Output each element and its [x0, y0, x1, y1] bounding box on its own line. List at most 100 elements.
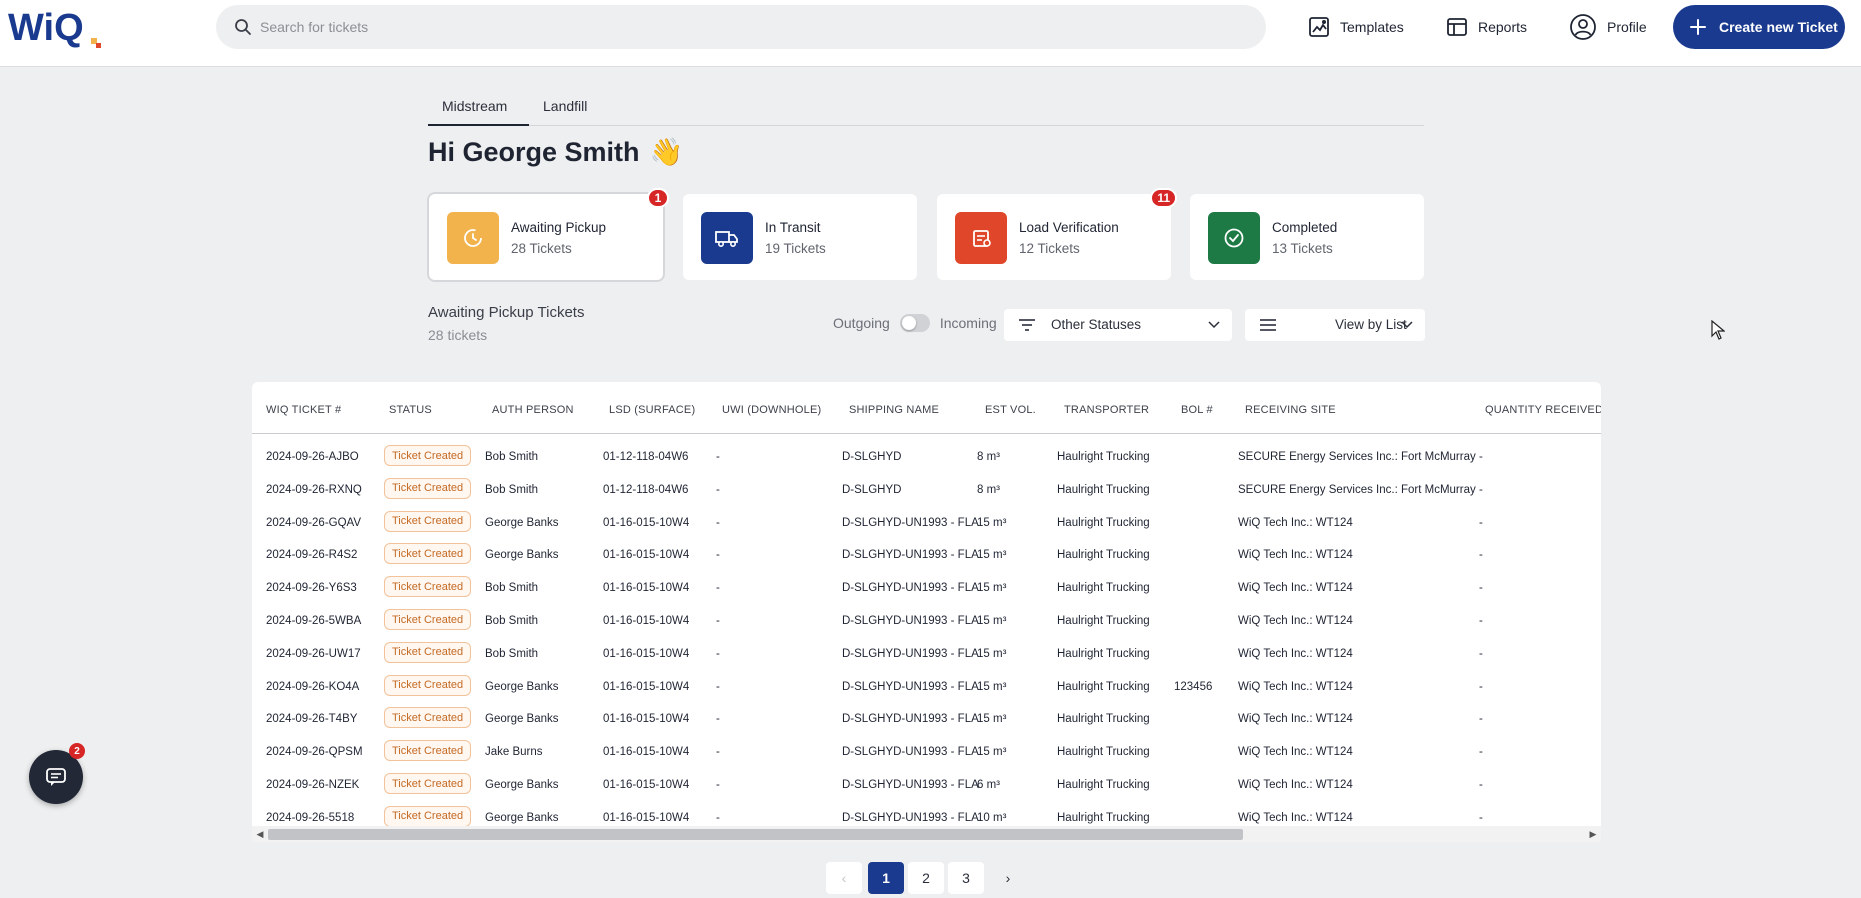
- templates-icon: [1309, 17, 1329, 37]
- col-ticket[interactable]: WIQ TICKET #: [266, 404, 342, 416]
- list-title: Awaiting Pickup Tickets: [428, 304, 585, 321]
- cell-lsd: 01-16-015-10W4: [603, 713, 690, 726]
- status-filter-value: Other Statuses: [1051, 317, 1142, 332]
- profile-link[interactable]: Profile: [1569, 12, 1647, 42]
- cell-lsd: 01-16-015-10W4: [603, 615, 690, 627]
- cell-uwi: -: [716, 647, 720, 660]
- greeting-text: Hi George Smith: [428, 136, 640, 167]
- col-quantity-received[interactable]: QUANTITY RECEIVED: [1485, 404, 1601, 416]
- cell-lsd: 01-16-015-10W4: [603, 680, 690, 693]
- cell-ticket: 2024-09-26-AJBO: [266, 451, 359, 463]
- chat-launcher-button[interactable]: [29, 750, 83, 804]
- check-circle-icon: [1208, 212, 1260, 264]
- list-icon: [1260, 319, 1276, 331]
- cell-receiving-site: WiQ Tech Inc.: WT124: [1238, 615, 1353, 627]
- table-horizontal-scrollbar[interactable]: ◀ ▶: [252, 826, 1601, 842]
- cell-uwi: -: [716, 582, 720, 595]
- mouse-cursor-icon: [1711, 320, 1725, 340]
- profile-icon: [1570, 14, 1596, 40]
- cell-ticket: 2024-09-26-Y6S3: [266, 582, 357, 595]
- scroll-left-icon[interactable]: ◀: [256, 829, 264, 839]
- tab-landfill[interactable]: Landfill: [543, 98, 588, 114]
- cell-receiving-site: SECURE Energy Services Inc.: Fort McMurr…: [1238, 483, 1476, 496]
- card-title: Completed: [1272, 220, 1338, 235]
- cell-auth-person: Bob Smith: [485, 647, 539, 660]
- cell-transporter: Haulright Trucking: [1057, 647, 1150, 660]
- table-row[interactable]: 2024-09-26-UW17 Bob Smith 01-16-015-10W4 - D…: [252, 639, 1601, 671]
- page-3-button[interactable]: 3: [948, 862, 984, 894]
- prev-page-button[interactable]: ‹: [826, 862, 862, 894]
- scroll-right-icon[interactable]: ▶: [1589, 829, 1597, 839]
- chevron-down-icon: [1208, 321, 1220, 329]
- cell-uwi: -: [716, 483, 720, 496]
- cell-est-vol: 15 m³: [977, 549, 1007, 562]
- cell-auth-person: George Banks: [485, 811, 559, 824]
- page-1-button[interactable]: 1: [868, 862, 904, 894]
- col-bol[interactable]: BOL #: [1181, 404, 1213, 416]
- table-row[interactable]: 2024-09-26-KO4A George Banks 01-16-015-10W…: [252, 672, 1601, 704]
- status-filter-dropdown[interactable]: Other Statuses: [1004, 309, 1232, 341]
- view-mode-dropdown[interactable]: View by List: [1245, 309, 1425, 341]
- col-lsd[interactable]: LSD (SURFACE): [609, 404, 696, 416]
- cell-ticket: 2024-09-26-T4BY: [266, 713, 358, 726]
- card-in-transit[interactable]: In Transit 19 Tickets: [683, 194, 917, 280]
- col-receiving-site[interactable]: RECEIVING SITE: [1245, 404, 1336, 416]
- cell-transporter: Haulright Trucking: [1057, 549, 1150, 562]
- table-row[interactable]: 2024-09-26-5WBA Bob Smith 01-16-015-10W4 - D…: [252, 606, 1601, 638]
- page-2-button[interactable]: 2: [908, 862, 944, 894]
- tab-midstream[interactable]: Midstream: [428, 98, 529, 126]
- wiq-logo[interactable]: WiQ: [8, 6, 104, 48]
- table-row[interactable]: 2024-09-26-AJBO Bob Smith 01-12-118-04W6 - D…: [252, 442, 1601, 474]
- table-row[interactable]: 2024-09-26-T4BY George Banks 01-16-015-10W…: [252, 704, 1601, 736]
- plus-icon: [1690, 19, 1706, 35]
- search-input[interactable]: [260, 5, 1240, 49]
- cell-uwi: -: [716, 811, 720, 824]
- cell-shipping-name: D-SLGHYD-UN1993 - FLA: [842, 615, 979, 627]
- col-transporter[interactable]: TRANSPORTER: [1064, 404, 1150, 416]
- card-completed[interactable]: Completed 13 Tickets: [1190, 194, 1424, 280]
- table-row[interactable]: 2024-09-26-QPSM Jake Burns 01-16-015-10W4 -…: [252, 737, 1601, 769]
- cell-shipping-name: D-SLGHYD: [842, 483, 902, 496]
- cell-est-vol: 15 m³: [977, 680, 1007, 693]
- card-load-verification[interactable]: Load Verification 12 Tickets 11: [937, 188, 1177, 280]
- col-uwi[interactable]: UWI (DOWNHOLE): [722, 404, 822, 416]
- table-row[interactable]: 2024-09-26-RXNQ Bob Smith 01-12-118-04W6 - D…: [252, 475, 1601, 507]
- col-shipping-name[interactable]: SHIPPING NAME: [849, 404, 940, 416]
- col-est-vol[interactable]: EST VOL.: [985, 404, 1036, 416]
- notification-badge: 1: [647, 188, 669, 208]
- direction-toggle[interactable]: [899, 314, 930, 332]
- cell-transporter: Haulright Trucking: [1057, 811, 1150, 824]
- table-row[interactable]: 2024-09-26-NZEK George Banks 01-16-015-10W…: [252, 770, 1601, 802]
- cell-ticket: 2024-09-26-5WBA: [266, 615, 362, 627]
- cell-quantity-received: -: [1479, 746, 1483, 759]
- direction-toggle-group: Outgoing Incoming: [833, 314, 997, 332]
- cell-est-vol: 15 m³: [977, 516, 1007, 529]
- create-ticket-button[interactable]: Create new Ticket: [1673, 5, 1845, 49]
- scrollbar-thumb[interactable]: [268, 829, 1243, 840]
- reports-link[interactable]: Reports: [1446, 12, 1527, 42]
- cell-quantity-received: -: [1479, 615, 1483, 627]
- cell-receiving-site: WiQ Tech Inc.: WT124: [1238, 549, 1353, 562]
- cell-est-vol: 15 m³: [977, 647, 1007, 660]
- cell-auth-person: Jake Burns: [485, 746, 543, 759]
- top-bar: WiQ Templates Reports Profile: [0, 0, 1861, 67]
- templates-link[interactable]: Templates: [1308, 12, 1404, 42]
- table-row[interactable]: 2024-09-26-GQAV George Banks 01-16-015-10W…: [252, 508, 1601, 540]
- card-awaiting-pickup[interactable]: Awaiting Pickup 28 Tickets 1: [429, 188, 669, 280]
- next-page-button[interactable]: ›: [1005, 870, 1011, 886]
- status-badge: Ticket Created: [384, 674, 472, 696]
- cell-receiving-site: WiQ Tech Inc.: WT124: [1238, 746, 1353, 759]
- notification-badge: 11: [1150, 188, 1177, 208]
- col-auth-person[interactable]: AUTH PERSON: [492, 404, 574, 416]
- table-row[interactable]: 2024-09-26-5518 George Banks 01-16-015-10W…: [252, 803, 1601, 835]
- reports-icon: [1447, 18, 1467, 36]
- cell-auth-person: George Banks: [485, 779, 559, 791]
- search-icon: [235, 19, 251, 35]
- col-status[interactable]: STATUS: [389, 404, 432, 416]
- table-row[interactable]: 2024-09-26-Y6S3 Bob Smith 01-16-015-10W4 - D…: [252, 573, 1601, 605]
- cell-quantity-received: -: [1479, 582, 1483, 595]
- cell-transporter: Haulright Trucking: [1057, 451, 1150, 463]
- table-row[interactable]: 2024-09-26-R4S2 George Banks 01-16-015-10W…: [252, 540, 1601, 572]
- cell-receiving-site: SECURE Energy Services Inc.: Fort McMurr…: [1238, 451, 1476, 463]
- page-greeting: Hi George Smith 👋: [428, 136, 683, 168]
